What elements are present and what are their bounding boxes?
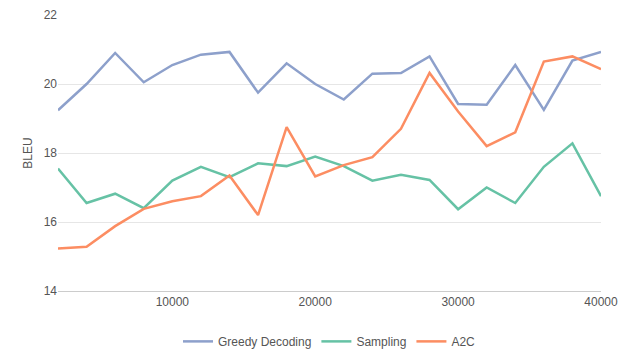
svg-text:16: 16 — [44, 215, 58, 229]
svg-text:BLEU: BLEU — [21, 137, 35, 168]
svg-text:20: 20 — [44, 77, 58, 91]
svg-text:30000: 30000 — [441, 295, 475, 309]
svg-text:10000: 10000 — [156, 295, 190, 309]
svg-text:14: 14 — [44, 284, 58, 298]
svg-text:A2C: A2C — [451, 335, 475, 349]
svg-text:40000: 40000 — [584, 295, 618, 309]
svg-text:Greedy Decoding: Greedy Decoding — [218, 335, 311, 349]
svg-text:20000: 20000 — [299, 295, 333, 309]
svg-text:22: 22 — [44, 8, 58, 22]
svg-text:Sampling: Sampling — [356, 335, 406, 349]
svg-text:18: 18 — [44, 146, 58, 160]
